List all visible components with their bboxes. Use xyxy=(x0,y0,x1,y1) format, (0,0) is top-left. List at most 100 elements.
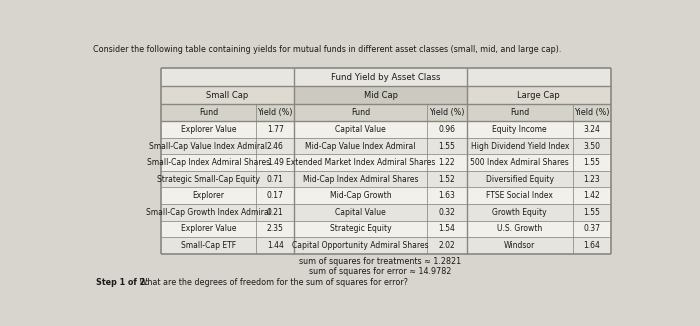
Text: Fund Yield by Asset Class: Fund Yield by Asset Class xyxy=(331,73,440,82)
Text: 1.49: 1.49 xyxy=(267,158,284,167)
Text: Yield (%): Yield (%) xyxy=(574,108,610,117)
Text: Small-Cap ETF: Small-Cap ETF xyxy=(181,241,236,250)
Bar xyxy=(467,154,573,171)
Text: Growth Equity: Growth Equity xyxy=(492,208,547,217)
Text: Equity Income: Equity Income xyxy=(492,125,547,134)
Text: 1.55: 1.55 xyxy=(584,158,601,167)
Bar xyxy=(161,138,256,154)
Text: Capital Value: Capital Value xyxy=(335,208,386,217)
Bar xyxy=(573,187,611,204)
Text: Capital Opportunity Admiral Shares: Capital Opportunity Admiral Shares xyxy=(293,241,429,250)
Bar xyxy=(295,221,427,237)
Bar xyxy=(427,121,467,138)
Text: Fund: Fund xyxy=(510,108,529,117)
Bar xyxy=(573,221,611,237)
Text: Extended Market Index Admiral Shares: Extended Market Index Admiral Shares xyxy=(286,158,435,167)
Text: 1.42: 1.42 xyxy=(584,191,601,200)
Bar xyxy=(467,171,573,187)
Bar xyxy=(467,187,573,204)
Bar xyxy=(427,204,467,221)
Text: 1.63: 1.63 xyxy=(438,191,455,200)
Text: U.S. Growth: U.S. Growth xyxy=(497,224,542,233)
Bar xyxy=(161,204,256,221)
Text: Explorer Value: Explorer Value xyxy=(181,125,236,134)
Text: 0.32: 0.32 xyxy=(438,208,455,217)
Text: Small-Cap Value Index Admiral: Small-Cap Value Index Admiral xyxy=(149,141,267,151)
Bar xyxy=(427,104,467,121)
Text: 1.23: 1.23 xyxy=(584,175,601,184)
Text: 3.24: 3.24 xyxy=(584,125,601,134)
Bar xyxy=(256,237,295,254)
Bar xyxy=(256,171,295,187)
Text: Yield (%): Yield (%) xyxy=(258,108,293,117)
Text: 1.54: 1.54 xyxy=(438,224,455,233)
Bar xyxy=(427,221,467,237)
Bar xyxy=(295,187,427,204)
Text: Mid-Cap Index Admiral Shares: Mid-Cap Index Admiral Shares xyxy=(303,175,419,184)
Text: Step 1 of 2:: Step 1 of 2: xyxy=(96,278,151,287)
Bar xyxy=(295,154,427,171)
Bar xyxy=(295,121,427,138)
Text: Mid-Cap Value Index Admiral: Mid-Cap Value Index Admiral xyxy=(305,141,416,151)
Text: Fund: Fund xyxy=(351,108,370,117)
Bar xyxy=(256,221,295,237)
Text: Capital Value: Capital Value xyxy=(335,125,386,134)
Bar xyxy=(467,204,573,221)
Bar xyxy=(295,104,427,121)
Bar xyxy=(427,171,467,187)
Text: Explorer: Explorer xyxy=(193,191,225,200)
Text: What are the degrees of freedom for the sum of squares for error?: What are the degrees of freedom for the … xyxy=(137,278,408,287)
Bar xyxy=(256,187,295,204)
Text: 500 Index Admiral Shares: 500 Index Admiral Shares xyxy=(470,158,569,167)
Text: Windsor: Windsor xyxy=(504,241,536,250)
Bar xyxy=(427,154,467,171)
Text: Small-Cap Growth Index Admiral: Small-Cap Growth Index Admiral xyxy=(146,208,271,217)
Bar xyxy=(161,221,256,237)
Text: Strategic Equity: Strategic Equity xyxy=(330,224,391,233)
Bar xyxy=(295,237,427,254)
Bar xyxy=(573,121,611,138)
Bar xyxy=(161,121,256,138)
Bar xyxy=(573,138,611,154)
Text: 1.55: 1.55 xyxy=(584,208,601,217)
Text: 1.52: 1.52 xyxy=(438,175,455,184)
Text: FTSE Social Index: FTSE Social Index xyxy=(486,191,553,200)
Bar xyxy=(295,204,427,221)
Text: Small-Cap Index Admiral Shares: Small-Cap Index Admiral Shares xyxy=(147,158,270,167)
Bar xyxy=(256,104,295,121)
Bar xyxy=(427,237,467,254)
Bar xyxy=(161,171,256,187)
Bar xyxy=(427,138,467,154)
Text: 1.44: 1.44 xyxy=(267,241,284,250)
Text: Mid-Cap Growth: Mid-Cap Growth xyxy=(330,191,391,200)
Bar xyxy=(161,86,295,104)
Text: High Dividend Yield Index: High Dividend Yield Index xyxy=(470,141,569,151)
Bar xyxy=(573,104,611,121)
Bar xyxy=(295,86,467,104)
Bar xyxy=(161,68,611,86)
Text: Yield (%): Yield (%) xyxy=(429,108,465,117)
Text: 1.64: 1.64 xyxy=(584,241,601,250)
Bar xyxy=(161,154,256,171)
Text: Consider the following table containing yields for mutual funds in different ass: Consider the following table containing … xyxy=(93,45,561,54)
Text: 0.17: 0.17 xyxy=(267,191,284,200)
Text: 0.37: 0.37 xyxy=(583,224,601,233)
Bar xyxy=(467,121,573,138)
Text: 0.21: 0.21 xyxy=(267,208,284,217)
Bar xyxy=(161,187,256,204)
Text: 0.71: 0.71 xyxy=(267,175,284,184)
Bar xyxy=(467,86,611,104)
Bar xyxy=(295,171,427,187)
Text: 1.77: 1.77 xyxy=(267,125,284,134)
Text: 1.55: 1.55 xyxy=(438,141,455,151)
Text: Mid Cap: Mid Cap xyxy=(363,91,398,99)
Bar xyxy=(573,237,611,254)
Text: Diversified Equity: Diversified Equity xyxy=(486,175,554,184)
Text: Fund: Fund xyxy=(199,108,218,117)
Bar xyxy=(256,138,295,154)
Text: Explorer Value: Explorer Value xyxy=(181,224,236,233)
Bar xyxy=(467,237,573,254)
Bar xyxy=(467,221,573,237)
Text: 2.02: 2.02 xyxy=(438,241,455,250)
Text: Strategic Small-Cap Equity: Strategic Small-Cap Equity xyxy=(157,175,260,184)
